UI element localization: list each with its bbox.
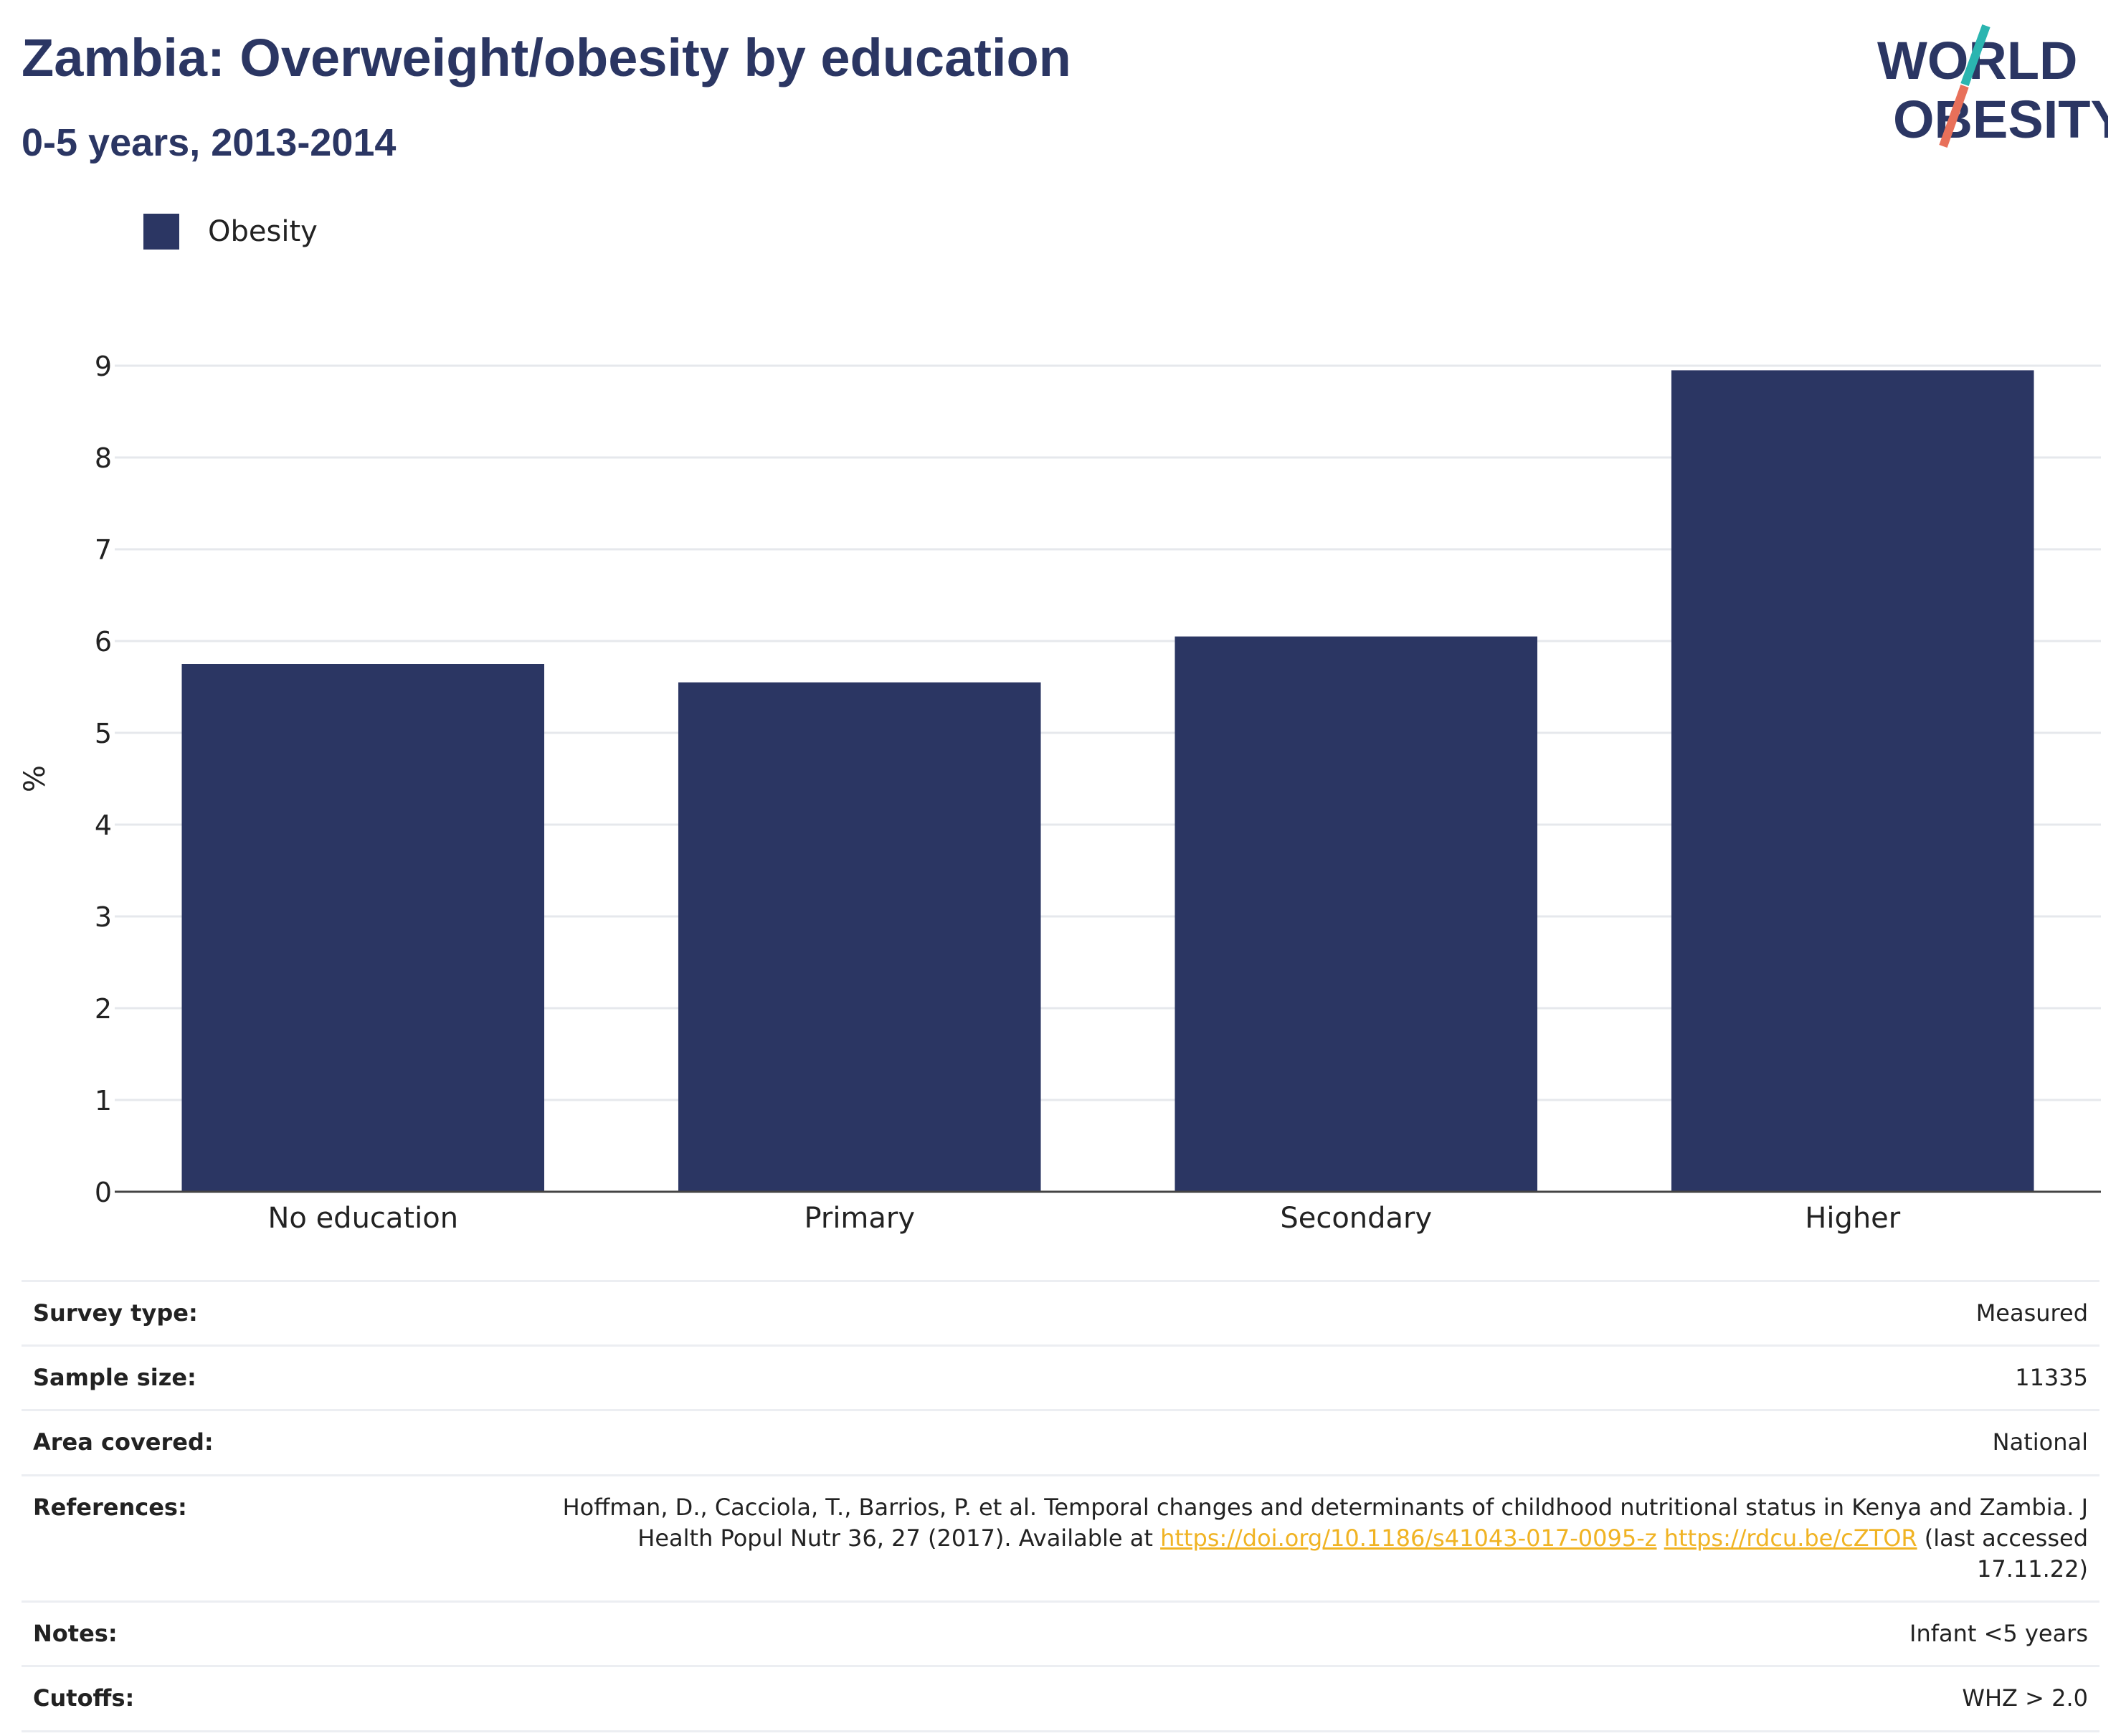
bars-layer (181, 370, 2034, 1192)
references-text-line3: 17.11.22) (1977, 1555, 2088, 1583)
y-tick-label: 5 (95, 718, 112, 749)
x-tick-label: No education (267, 1202, 458, 1235)
table-row-references: References: Hoffman, D., Cacciola, T., B… (22, 1475, 2099, 1602)
chart-title: Zambia: Overweight/obesity by education (22, 28, 1071, 87)
notes-value: Infant <5 years (1909, 1620, 2088, 1648)
bar-no-education[interactable] (181, 664, 545, 1192)
chart-subtitle: 0-5 years, 2013-2014 (22, 121, 397, 164)
references-text-after: (last accessed (1924, 1524, 2088, 1552)
table-row-survey-type: Survey type: Measured (22, 1281, 2099, 1346)
table-row-notes: Notes: Infant <5 years (22, 1601, 2099, 1666)
y-tick-label: 1 (95, 1085, 112, 1116)
x-tick-label: Primary (804, 1202, 915, 1235)
y-tick-label: 2 (95, 993, 112, 1025)
logo-slash-coral (1939, 84, 1969, 148)
area-covered-value: National (1992, 1428, 2088, 1456)
survey-type-value: Measured (1975, 1299, 2088, 1327)
x-tick-label: Secondary (1280, 1202, 1432, 1235)
logo-text-obesity: OBESITY (1893, 90, 2108, 149)
survey-details-table: Survey type: Measured Sample size: 11335… (22, 1280, 2099, 1732)
legend-swatch-obesity (143, 214, 179, 250)
sample-size-label: Sample size: (33, 1364, 196, 1392)
references-text-line2: Health Popul Nutr 36, 27 (2017). Availab… (637, 1524, 1153, 1552)
survey-type-label: Survey type: (33, 1299, 198, 1327)
axis-layer: 0 1 2 3 4 5 6 7 8 9 No education Primary Secondary Hi… (95, 351, 2101, 1235)
sample-size-value: 11335 (2015, 1364, 2088, 1392)
reference-short-link[interactable]: https://rdcu.be/cZTOR (1664, 1524, 1917, 1552)
table-row-area-covered: Area covered: National (22, 1410, 2099, 1475)
y-tick-label: 4 (95, 810, 112, 841)
y-tick-label: 7 (95, 534, 112, 566)
bar-primary[interactable] (678, 682, 1041, 1192)
y-axis-label: % (19, 765, 52, 792)
cutoffs-label: Cutoffs: (33, 1684, 135, 1712)
chart-legend[interactable]: Obesity (143, 214, 318, 250)
bar-chart: 0 1 2 3 4 5 6 7 8 9 No education Primary Secondary Hi… (19, 351, 2101, 1235)
table-row-cutoffs: Cutoffs: WHZ > 2.0 (22, 1666, 2099, 1731)
references-value: Hoffman, D., Cacciola, T., Barrios, P. e… (503, 1475, 2099, 1602)
legend-label-obesity: Obesity (208, 215, 318, 248)
y-tick-label: 6 (95, 626, 112, 658)
table-row-sample-size: Sample size: 11335 (22, 1345, 2099, 1410)
bar-secondary[interactable] (1175, 636, 1538, 1192)
references-label: References: (33, 1493, 187, 1521)
notes-label: Notes: (33, 1620, 118, 1648)
y-tick-label: 8 (95, 442, 112, 474)
x-tick-label: Higher (1805, 1202, 1901, 1235)
references-text-line1: Hoffman, D., Cacciola, T., Barrios, P. e… (562, 1493, 2088, 1521)
y-tick-label: 9 (95, 351, 112, 382)
y-tick-label: 3 (95, 901, 112, 933)
logo-slash-teal (1960, 24, 1990, 87)
reference-doi-link[interactable]: https://doi.org/10.1186/s41043-017-0095-… (1160, 1524, 1657, 1552)
bar-higher[interactable] (1671, 370, 2034, 1192)
world-obesity-logo: WORLD OBESITY (1877, 24, 2108, 149)
area-covered-label: Area covered: (33, 1428, 214, 1456)
cutoffs-value: WHZ > 2.0 (1962, 1684, 2088, 1712)
y-tick-label: 0 (95, 1177, 112, 1208)
